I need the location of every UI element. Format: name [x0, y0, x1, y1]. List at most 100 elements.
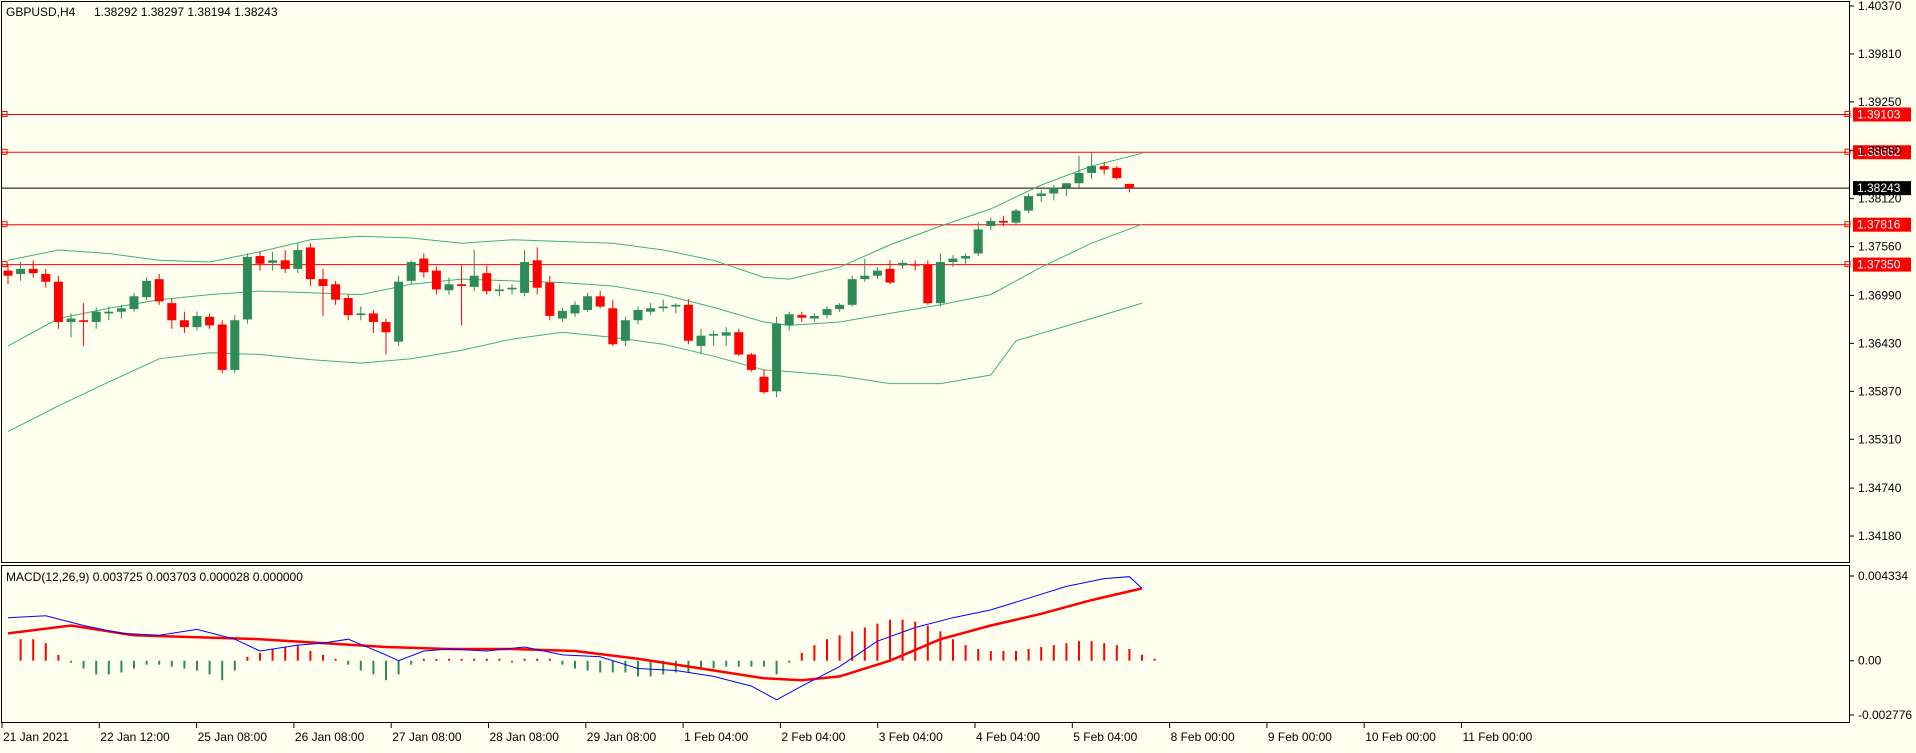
- level-anchor-right[interactable]: [1844, 261, 1851, 268]
- time-tick-label: 3 Feb 04:00: [879, 730, 943, 744]
- time-tick-label: 4 Feb 04:00: [976, 730, 1040, 744]
- bull-candle: [129, 292, 139, 312]
- bull-candle: [192, 311, 202, 331]
- level-anchor-right[interactable]: [1844, 110, 1851, 117]
- candle-body: [507, 287, 517, 290]
- bull-candle: [772, 316, 782, 398]
- bull-candle: [520, 250, 530, 297]
- candlesticks: [3, 152, 1134, 398]
- bear-candle: [910, 260, 920, 271]
- candle-body: [935, 262, 945, 304]
- bull-candle: [809, 313, 819, 322]
- bear-candle: [683, 298, 693, 345]
- bull-candle: [898, 260, 908, 269]
- level-anchor-left[interactable]: [1, 148, 8, 155]
- time-tick-label: 25 Jan 08:00: [198, 730, 268, 744]
- candle-body: [696, 335, 706, 346]
- time-tick-label: 8 Feb 00:00: [1171, 730, 1235, 744]
- candle-body: [520, 262, 530, 293]
- candle-body: [242, 256, 252, 320]
- bull-candle: [406, 260, 416, 285]
- time-tick-label: 27 Jan 08:00: [392, 730, 462, 744]
- candle-body: [545, 282, 555, 316]
- bull-candle: [142, 277, 152, 300]
- bull-candle: [948, 255, 958, 268]
- level-price-tag: [1853, 145, 1911, 160]
- bear-candle: [1099, 161, 1109, 175]
- level-price-tag: [1853, 257, 1911, 272]
- candle-body: [721, 332, 731, 336]
- candle-body: [570, 304, 580, 314]
- bear-candle: [797, 311, 807, 322]
- level-anchor-left[interactable]: [1, 261, 8, 268]
- candle-body: [835, 304, 845, 310]
- bull-candle: [268, 251, 278, 271]
- current-price-label: 1.38243: [1857, 181, 1901, 195]
- macd-main-line: [7, 576, 1143, 701]
- current-price-tag: [1853, 181, 1911, 196]
- price-tick-label: 1.34740: [1858, 481, 1902, 495]
- bull-candle: [721, 327, 731, 346]
- candle-body: [633, 309, 643, 321]
- candle-body: [872, 270, 882, 276]
- bull-candle: [935, 253, 945, 307]
- bull-candle: [104, 306, 114, 321]
- level-anchor-right[interactable]: [1844, 148, 1851, 155]
- candle-body: [1036, 193, 1046, 197]
- bull-candle: [469, 250, 479, 292]
- level-anchor-right[interactable]: [1844, 221, 1851, 228]
- bear-candle: [205, 313, 215, 329]
- bear-candle: [746, 352, 756, 372]
- bear-candle: [419, 253, 429, 278]
- bear-candle: [53, 275, 63, 329]
- candle-body: [1074, 172, 1084, 184]
- candle-body: [583, 296, 593, 310]
- candle-body: [973, 229, 983, 254]
- candle-body: [482, 273, 492, 292]
- bear-candle: [595, 291, 605, 309]
- bear-candle: [79, 303, 89, 346]
- macd-indicator: 0.004334 0.00 -0.002776: [7, 569, 1912, 722]
- time-tick-label: 5 Feb 04:00: [1073, 730, 1137, 744]
- candle-body: [16, 268, 26, 275]
- bear-candle: [759, 369, 769, 394]
- level-price-label: 1.37350: [1857, 258, 1901, 272]
- bull-candle: [116, 304, 126, 319]
- candle-body: [683, 304, 693, 341]
- candle-body: [986, 220, 996, 227]
- candle-body: [1049, 187, 1059, 194]
- bull-candle: [658, 299, 668, 312]
- time-axis: 21 Jan 2021 22 Jan 12:00 25 Jan 08:00 26 Ja…: [1, 723, 1533, 744]
- level-price-label: 1.38662: [1857, 145, 1901, 159]
- candle-body: [217, 324, 227, 370]
- bear-candle: [280, 250, 290, 274]
- symbol-label: GBPUSD,H4: [6, 5, 76, 19]
- bull-candle: [66, 313, 76, 338]
- bear-candle: [532, 247, 542, 295]
- bull-candle: [1061, 183, 1071, 197]
- price-tick-label: 1.40370: [1858, 0, 1902, 13]
- candle-body: [1124, 183, 1134, 189]
- bear-candle: [41, 268, 51, 288]
- price-tick-label: 1.34180: [1858, 529, 1902, 543]
- candle-body: [431, 270, 441, 290]
- time-tick-label: 21 Jan 2021: [3, 730, 69, 744]
- bull-candle: [1074, 155, 1084, 188]
- bull-candle: [986, 217, 996, 231]
- candle-body: [79, 320, 89, 322]
- candle-body: [797, 315, 807, 318]
- bull-candle: [557, 307, 567, 322]
- level-anchor-left[interactable]: [1, 221, 8, 228]
- candle-body: [620, 320, 630, 341]
- bear-candle: [3, 264, 13, 285]
- macd-tick-label: 0.00: [1858, 654, 1882, 668]
- bear-candle: [368, 309, 378, 334]
- bear-candle: [545, 275, 555, 321]
- bull-candle: [847, 275, 857, 307]
- level-anchor-left[interactable]: [1, 110, 8, 117]
- candle-body: [129, 296, 139, 310]
- bear-candle: [1112, 166, 1122, 180]
- bull-candle: [293, 243, 303, 274]
